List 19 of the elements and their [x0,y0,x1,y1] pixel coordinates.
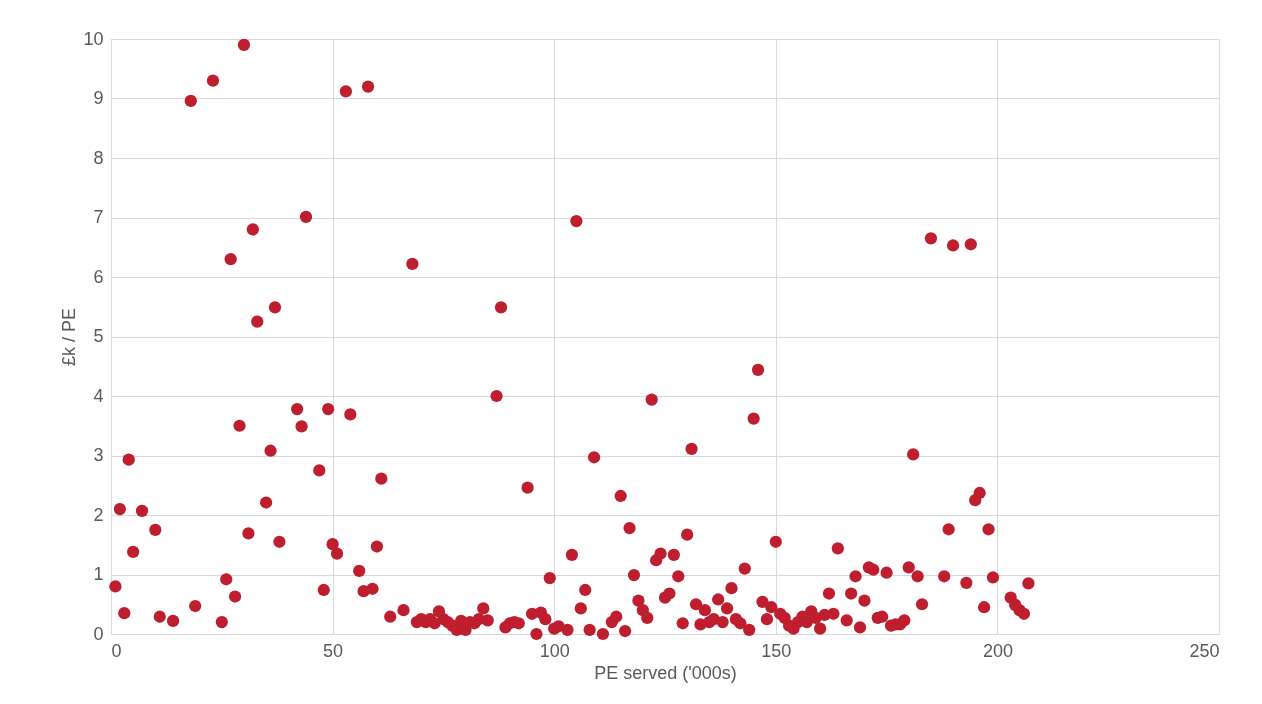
y-tick-label: 1 [93,564,104,584]
x-tick-label: 50 [323,640,344,661]
x-tick-label: 250 [1189,640,1220,661]
x-axis-title: PE served ('000s) [594,662,737,683]
y-tick-label: 3 [93,445,104,465]
x-tick-label: 100 [539,640,570,661]
y-tick-label: 10 [83,28,104,49]
y-tick-label: 2 [93,504,104,525]
y-tick-label: 9 [93,88,104,108]
y-tick-label: 4 [93,385,104,406]
y-tick-label: 7 [93,207,104,227]
y-tick-label: 0 [93,623,104,644]
x-tick-label: 0 [111,640,122,661]
y-axis-title: £k / PE [59,307,80,367]
y-tick-label: 6 [93,266,104,287]
x-tick-label: 200 [982,640,1013,661]
y-tick-label: 5 [93,326,104,346]
y-tick-label: 8 [93,147,104,168]
x-tick-label: 150 [761,640,792,661]
